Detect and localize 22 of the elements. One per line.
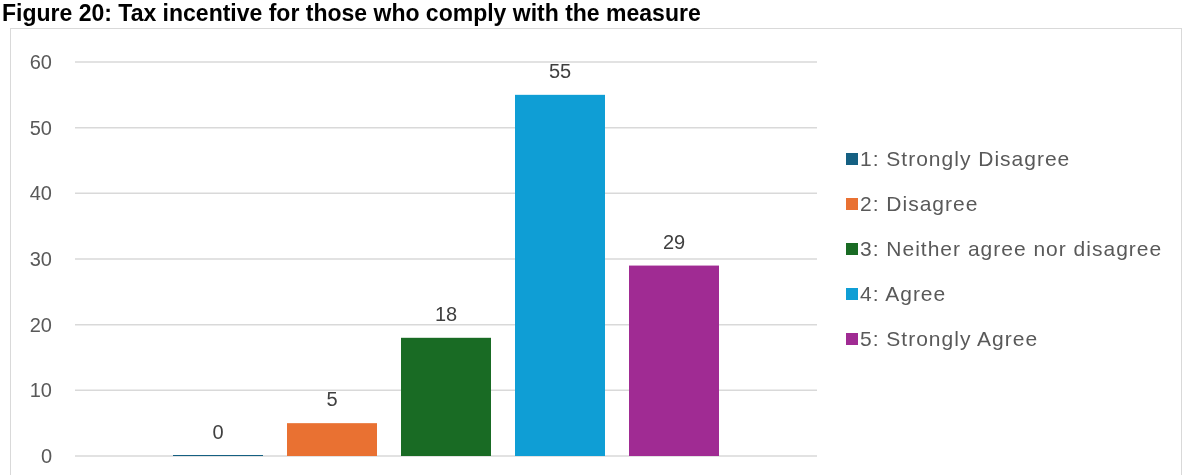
bar — [401, 337, 491, 456]
y-tick-label: 10 — [29, 379, 52, 402]
bar — [287, 423, 377, 456]
data-label: 18 — [434, 302, 458, 325]
data-label: 0 — [212, 421, 224, 443]
y-tick-label: 0 — [40, 445, 52, 468]
y-tick-label: 60 — [29, 51, 52, 74]
data-label: 29 — [662, 230, 686, 253]
data-label: 55 — [548, 59, 572, 82]
legend-label: 4: Agree — [860, 281, 947, 306]
y-tick-label: 30 — [29, 248, 52, 271]
y-tick-label: 50 — [29, 116, 52, 139]
legend-label: 2: Disagree — [860, 191, 979, 216]
data-label: 5 — [326, 388, 338, 411]
y-tick-label: 20 — [29, 313, 52, 336]
bar — [629, 265, 719, 456]
y-tick-label: 40 — [29, 182, 52, 205]
legend-label: 3: Neither agree nor disagree — [860, 236, 1163, 261]
legend-label: 1: Strongly Disagree — [860, 146, 1071, 171]
legend-label: 5: Strongly Agree — [860, 326, 1039, 351]
chart-title: Figure 20: Tax incentive for those who comply with the measure — [2, 0, 701, 26]
bar — [515, 94, 605, 456]
